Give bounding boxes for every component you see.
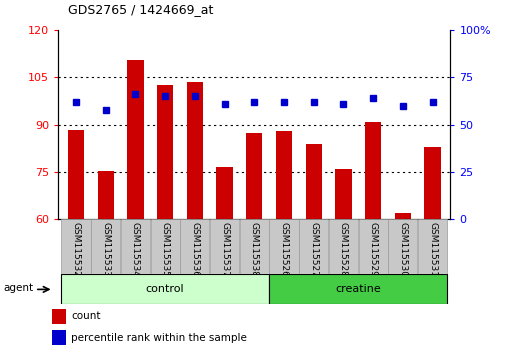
Bar <box>150 219 179 274</box>
Bar <box>417 219 446 274</box>
Text: percentile rank within the sample: percentile rank within the sample <box>71 332 247 343</box>
Bar <box>328 219 357 274</box>
Bar <box>52 309 66 324</box>
Bar <box>121 219 149 274</box>
Bar <box>298 219 328 274</box>
Text: GSM115538: GSM115538 <box>249 222 258 277</box>
Bar <box>269 219 298 274</box>
Text: GSM115534: GSM115534 <box>131 222 140 277</box>
Bar <box>216 167 232 219</box>
Bar <box>68 130 84 219</box>
Text: GSM115527: GSM115527 <box>309 222 318 277</box>
Bar <box>424 147 440 219</box>
Bar <box>394 213 410 219</box>
Bar <box>97 171 114 219</box>
Bar <box>127 60 143 219</box>
Bar <box>364 122 380 219</box>
Bar <box>180 219 209 274</box>
Text: GSM115537: GSM115537 <box>220 222 229 277</box>
Bar <box>61 274 269 304</box>
Text: GSM115528: GSM115528 <box>338 222 347 277</box>
Bar <box>334 169 351 219</box>
Text: control: control <box>145 284 184 295</box>
Bar <box>157 85 173 219</box>
Bar <box>52 330 66 345</box>
Text: GSM115526: GSM115526 <box>279 222 288 277</box>
Text: count: count <box>71 311 100 321</box>
Bar <box>269 274 446 304</box>
Bar <box>186 82 203 219</box>
Bar <box>387 219 417 274</box>
Text: GSM115531: GSM115531 <box>427 222 436 277</box>
Bar <box>305 144 321 219</box>
Bar <box>275 131 291 219</box>
Bar <box>210 219 239 274</box>
Text: GSM115533: GSM115533 <box>101 222 110 277</box>
Bar <box>239 219 268 274</box>
Bar <box>91 219 120 274</box>
Text: GSM115536: GSM115536 <box>190 222 199 277</box>
Text: GSM115530: GSM115530 <box>397 222 407 277</box>
Text: GSM115529: GSM115529 <box>368 222 377 277</box>
Text: GDS2765 / 1424669_at: GDS2765 / 1424669_at <box>68 3 213 16</box>
Text: creatine: creatine <box>335 284 380 295</box>
Bar <box>358 219 387 274</box>
Bar <box>245 133 262 219</box>
Text: GSM115532: GSM115532 <box>71 222 80 277</box>
Text: agent: agent <box>3 283 33 293</box>
Text: GSM115535: GSM115535 <box>160 222 169 277</box>
Bar <box>61 219 90 274</box>
